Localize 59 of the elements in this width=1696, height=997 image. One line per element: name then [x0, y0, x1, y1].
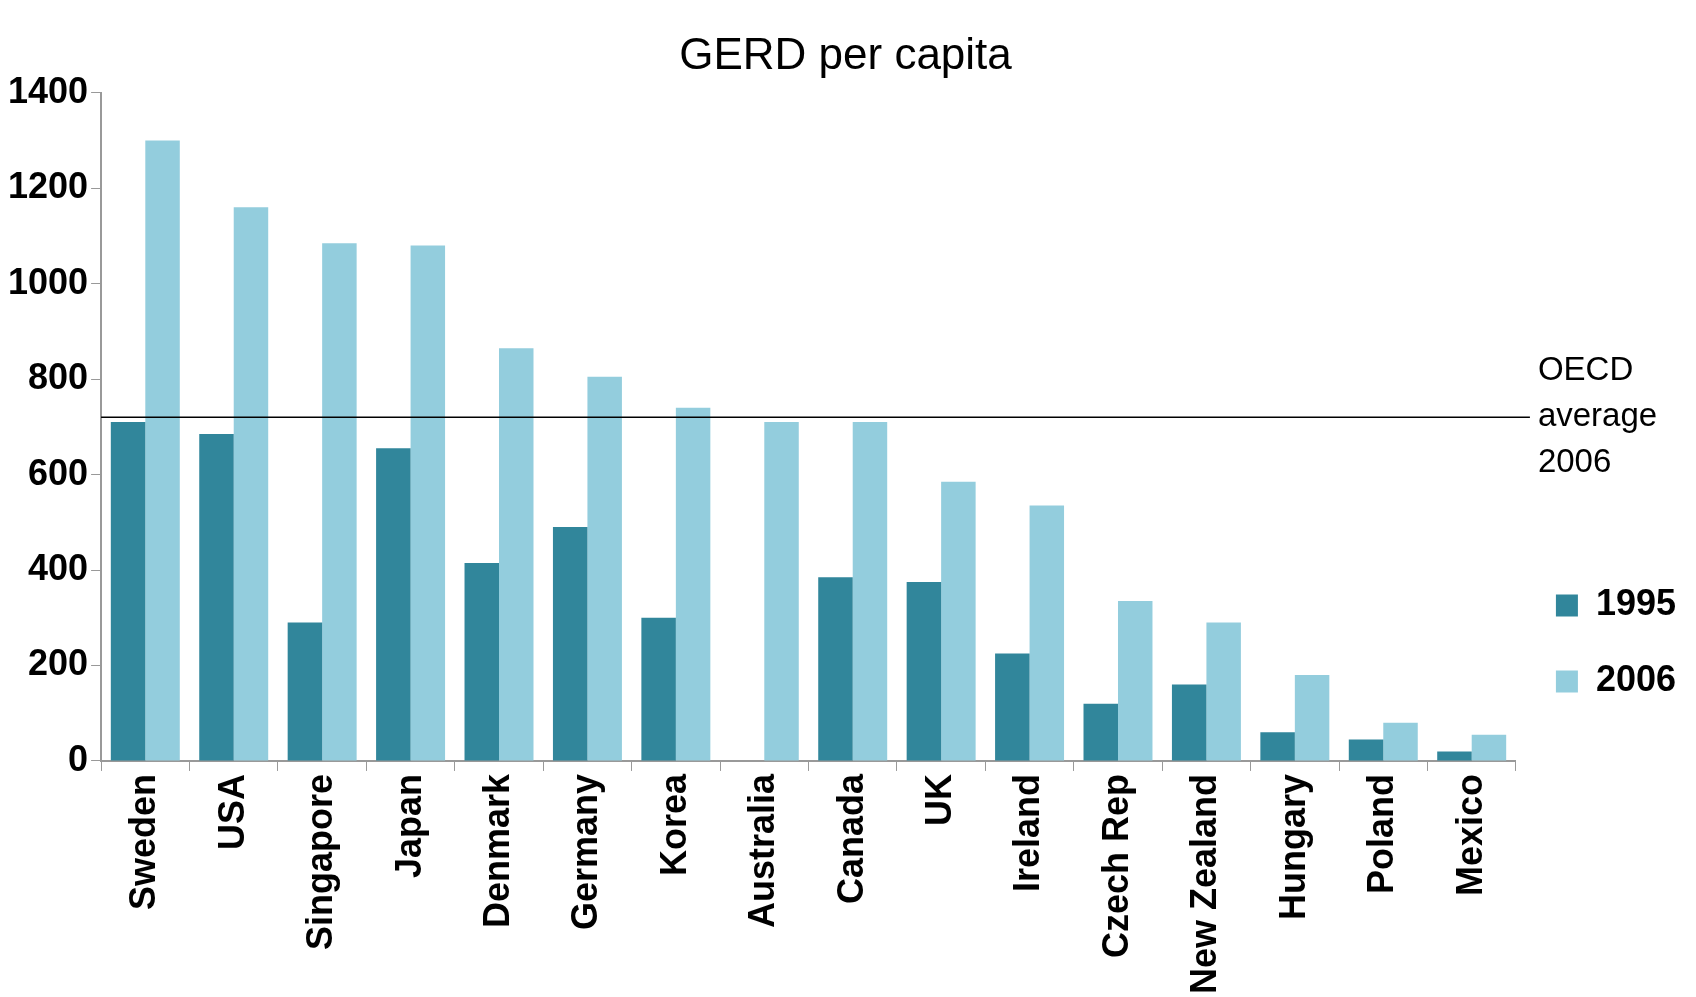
- bar: [233, 207, 269, 761]
- y-tick-label: 0: [68, 737, 89, 779]
- bar: [1083, 703, 1118, 761]
- bar: [552, 527, 588, 761]
- bar: [641, 617, 676, 761]
- y-tick-label: 1400: [7, 69, 89, 111]
- ref-line-label: OECD average 2006: [1537, 350, 1658, 480]
- x-tick-label: Singapore: [299, 773, 341, 950]
- x-tick-label: Mexico: [1448, 773, 1490, 896]
- bar: [199, 434, 234, 761]
- x-tick-label: Australia: [741, 772, 783, 928]
- x-tick-label: UK: [918, 773, 960, 826]
- bar: [852, 422, 888, 761]
- bar: [587, 376, 622, 761]
- y-tick-label: 800: [28, 356, 89, 398]
- bar: [1206, 622, 1241, 761]
- x-tick-label: USA: [210, 773, 252, 850]
- bar: [110, 422, 146, 761]
- x-tick-label: New Zealand: [1183, 773, 1225, 994]
- x-tick-label: Korea: [652, 772, 694, 876]
- bar: [145, 140, 180, 761]
- x-tick-label: Sweden: [122, 773, 164, 910]
- bar: [1471, 734, 1507, 761]
- bar: [1260, 732, 1295, 761]
- x-tick-label: Canada: [829, 772, 871, 904]
- legend-label: 1995: [1595, 582, 1677, 624]
- bar: [906, 581, 942, 761]
- bar: [322, 243, 357, 761]
- x-tick-label: Hungary: [1271, 773, 1313, 920]
- bar: [464, 562, 500, 761]
- y-tick-label: 1000: [7, 260, 89, 302]
- bar: [410, 245, 446, 761]
- x-tick-label: Czech Rep: [1094, 773, 1136, 958]
- bar: [818, 577, 853, 761]
- bar: [764, 422, 799, 761]
- bar: [1294, 675, 1330, 761]
- bar: [995, 653, 1030, 761]
- legend-label: 2006: [1595, 658, 1677, 700]
- bar: [941, 481, 976, 761]
- x-tick-label: Poland: [1360, 773, 1402, 894]
- y-tick-label: 1200: [7, 165, 89, 207]
- bar: [675, 407, 711, 761]
- bar: [287, 622, 323, 761]
- x-tick-label: Ireland: [1006, 773, 1048, 892]
- bar: [1171, 684, 1207, 761]
- bar: [1117, 601, 1153, 761]
- bar: [376, 448, 411, 761]
- y-tick-label: 400: [28, 546, 89, 588]
- y-tick-label: 600: [28, 451, 89, 493]
- bar: [1383, 722, 1418, 761]
- chart-title: GERD per capita: [679, 28, 1013, 78]
- bar: [1029, 505, 1065, 761]
- x-tick-label: Germany: [564, 773, 606, 931]
- y-tick-label: 200: [28, 642, 89, 684]
- bar: [1348, 739, 1384, 761]
- bar: [499, 348, 534, 761]
- x-tick-label: Japan: [387, 773, 429, 878]
- bar: [1437, 751, 1472, 761]
- x-tick-label: Denmark: [475, 772, 517, 929]
